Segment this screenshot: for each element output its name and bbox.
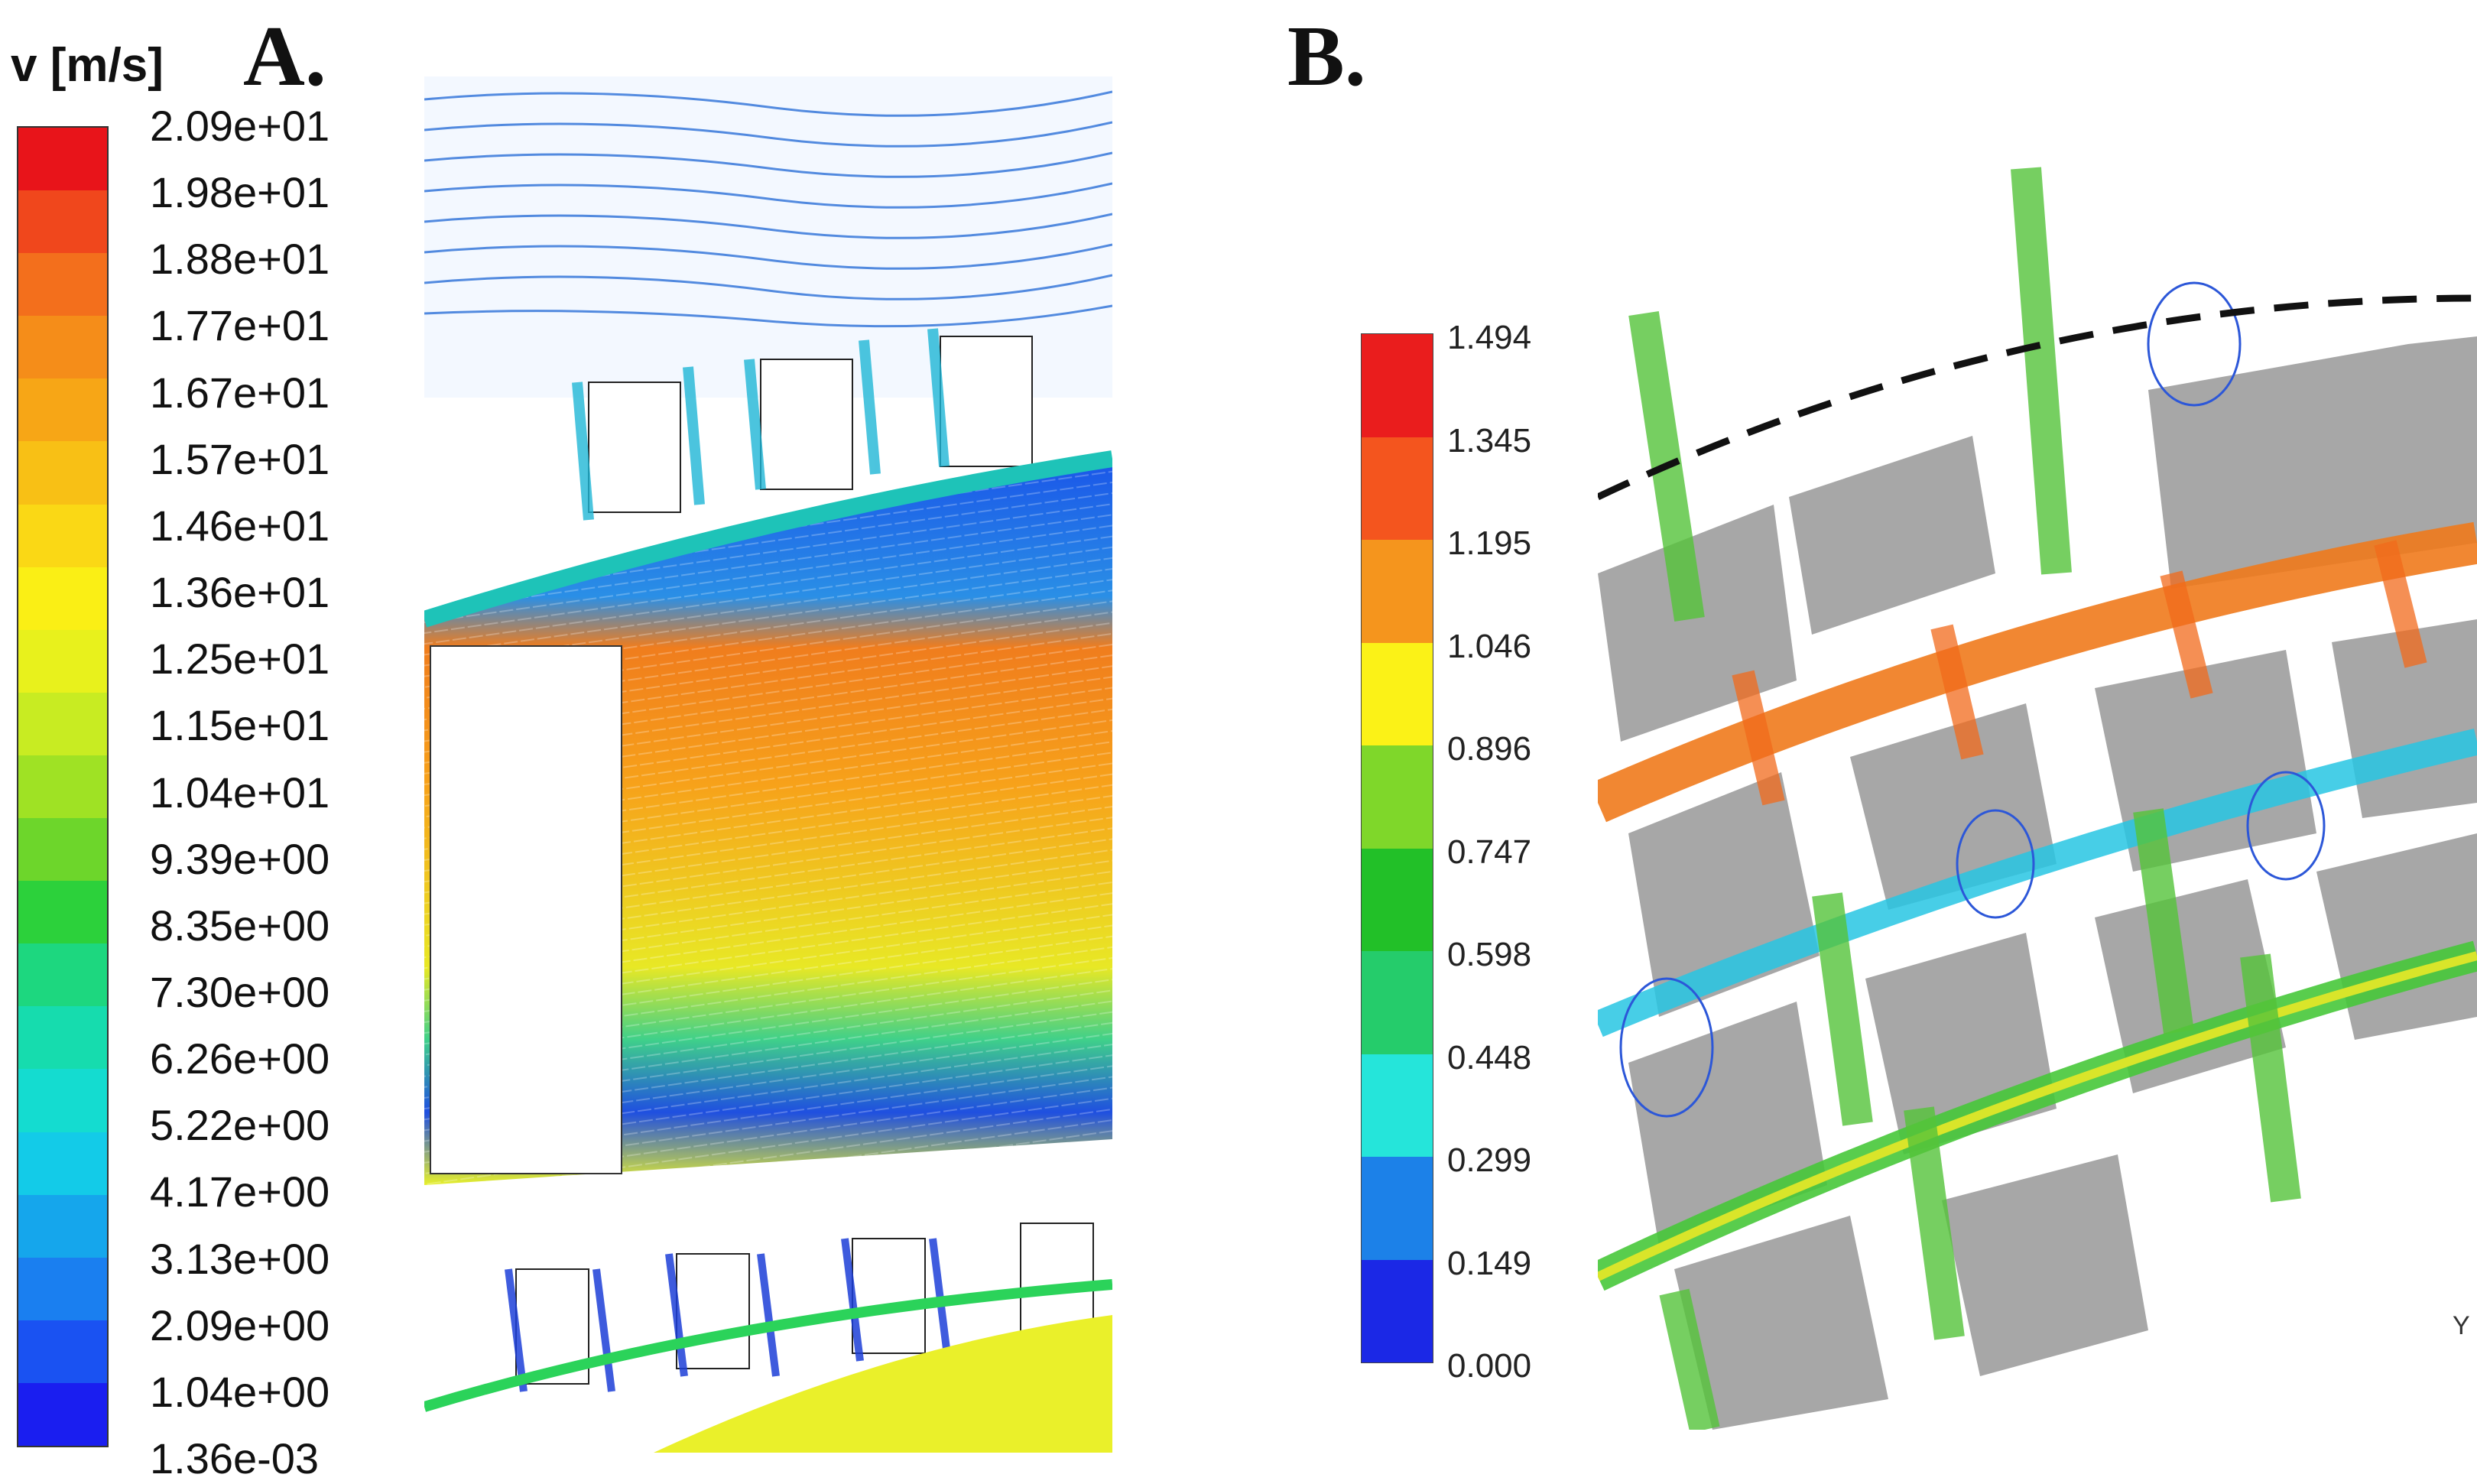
colorbar-b-tick-label: 0.747 [1447,833,1532,871]
colorbar-b-segment [1362,540,1433,643]
gray-teeth [1598,336,2477,1430]
colorbar-b [1361,333,1433,1363]
swirl-vectors [1619,281,2326,1118]
colorbar-a [17,126,109,1447]
colorbar-a-tick-label: 1.46e+01 [150,501,330,550]
colorbar-b-segment [1362,745,1433,849]
colorbar-a-segment [18,190,107,254]
slot-flow-bottom [505,1238,952,1392]
rotor-boundary-top [424,450,1112,628]
colorbar-a-tick-label: 1.57e+01 [150,434,330,483]
colorbar-a-tick-label: 4.17e+00 [150,1167,330,1216]
colorbar-a-segment [18,378,107,442]
colorbar-b-tick-label: 0.000 [1447,1347,1532,1385]
dashed-boundary [1598,294,2477,501]
colorbar-a-segment [18,1006,107,1070]
colorbar-a-segment [18,316,107,379]
axis-glyph: Y [2453,1311,2470,1340]
colorbar-b-segment [1362,1054,1433,1157]
colorbar-a-tick-label: 7.30e+00 [150,967,330,1016]
radial-jets [1628,167,2301,1430]
colorbar-a-tick-label: 8.35e+00 [150,901,330,950]
colorbar-a-segment [18,128,107,191]
colorbar-b-tick-label: 0.299 [1447,1141,1532,1179]
colorbar-a-segment [18,1382,107,1446]
rotor-block [430,645,622,1174]
panel-label-a: A. [243,9,326,104]
stator-slots-bottom [515,1223,1094,1385]
colorbar-a-segment [18,755,107,819]
colorbar-a-segment [18,1069,107,1132]
colorbar-a-segment [18,253,107,317]
colorbar-a-tick-label: 6.26e+00 [150,1034,330,1083]
upper-streamlines [424,90,1112,328]
hot-flow-band [1598,521,2477,823]
colorbar-b-tick-label: 1.195 [1447,524,1532,562]
colorbar-a-tick-label: 1.36e+01 [150,568,330,617]
colorbar-a-tick-label: 1.77e+01 [150,301,330,350]
colorbar-a-segment [18,818,107,882]
orange-jets [1732,540,2427,806]
velocity-field-b: Y [1598,145,2477,1430]
colorbar-a-segment [18,1132,107,1195]
colorbar-a-segment [18,567,107,630]
colorbar-a-segment [18,881,107,944]
cyan-flow-band [1598,728,2477,1038]
colorbar-b-segment [1362,334,1433,437]
colorbar-b-tick-label: 1.046 [1447,627,1532,665]
colorbar-a-tick-label: 1.98e+01 [150,168,330,217]
stator-slots-top [588,336,1033,513]
colorbar-a-segment [18,1320,107,1383]
colorbar-b-segment [1362,1157,1433,1260]
colorbar-a-tick-label: 1.36e-03 [150,1434,320,1482]
colorbar-b-segment [1362,642,1433,745]
colorbar-a-segment [18,441,107,505]
colorbar-a-segment [18,504,107,567]
velocity-field-a [424,76,1112,1453]
lower-rotor-region [654,1315,1112,1453]
colorbar-a-tick-label: 1.88e+01 [150,235,330,284]
colorbar-b-tick-label: 1.494 [1447,319,1532,356]
colorbar-a-tick-label: 9.39e+00 [150,834,330,883]
colorbar-b-tick-label: 0.598 [1447,936,1532,973]
colorbar-a-title: v [m/s] [11,39,164,92]
colorbar-a-tick-label: 1.67e+01 [150,368,330,417]
colorbar-a-segment [18,1257,107,1320]
colorbar-a-tick-label: 1.25e+01 [150,635,330,684]
colorbar-b-segment [1362,437,1433,540]
colorbar-a-tick-label: 1.15e+01 [150,701,330,750]
colorbar-a-tick-label: 1.04e+01 [150,768,330,817]
panel-label-b: B. [1287,9,1366,104]
colorbar-a-segment [18,1194,107,1258]
colorbar-a-segment [18,943,107,1007]
colorbar-b-segment [1362,848,1433,951]
colorbar-b-tick-label: 0.448 [1447,1038,1532,1076]
colorbar-a-segment [18,629,107,693]
colorbar-a-tick-label: 2.09e+00 [150,1301,330,1349]
rotor-boundary-bottom [424,1279,1112,1412]
colorbar-a-tick-label: 1.04e+00 [150,1367,330,1416]
colorbar-b-tick-label: 0.896 [1447,730,1532,768]
colorbar-b-tick-label: 1.345 [1447,421,1532,459]
colorbar-b-segment [1362,1259,1433,1362]
colorbar-a-tick-label: 3.13e+00 [150,1234,330,1283]
colorbar-a-tick-label: 5.22e+00 [150,1101,330,1150]
slot-flow-top [572,328,950,521]
colorbar-b-segment [1362,951,1433,1054]
colorbar-a-tick-label: 2.09e+01 [150,102,330,150]
colorbar-a-segment [18,692,107,755]
colorbar-b-tick-label: 0.149 [1447,1244,1532,1282]
